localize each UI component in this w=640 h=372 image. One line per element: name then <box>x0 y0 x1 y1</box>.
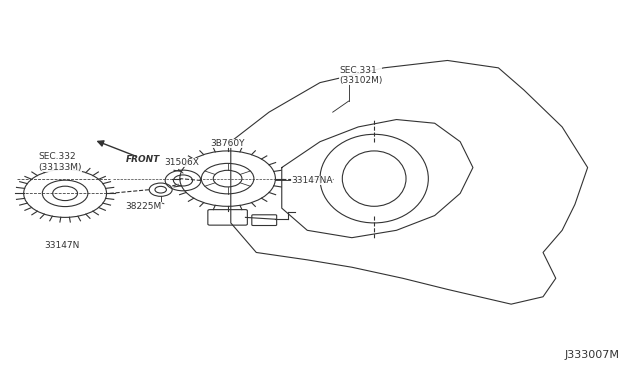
Text: J333007M: J333007M <box>564 350 620 359</box>
Text: 31506X: 31506X <box>164 157 199 167</box>
Text: 3B760Y: 3B760Y <box>211 139 245 148</box>
Text: FRONT: FRONT <box>125 155 160 164</box>
Text: 33147NA: 33147NA <box>291 176 333 185</box>
Text: 33147N: 33147N <box>44 241 79 250</box>
Text: 38225M: 38225M <box>125 202 162 211</box>
Text: SEC.331
(33102M): SEC.331 (33102M) <box>339 65 383 85</box>
Text: SEC.332
(33133M): SEC.332 (33133M) <box>38 152 82 172</box>
